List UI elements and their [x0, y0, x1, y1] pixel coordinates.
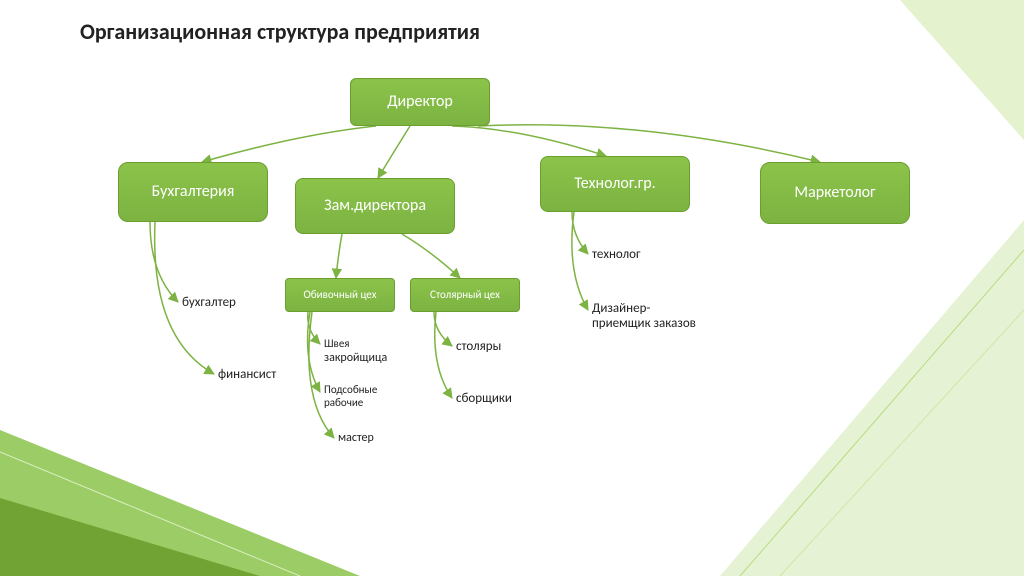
leaf-aux: Подсобные рабочие [324, 384, 377, 409]
org-chart-slide: Организационная структура предприятия Ди… [0, 0, 1024, 576]
node-carpentry: Столярный цех [410, 278, 520, 312]
leaf-seam: Швея [324, 338, 350, 351]
edge [378, 126, 410, 178]
edge [308, 312, 320, 344]
edge [150, 222, 178, 302]
node-marketolog: Маркетолог [760, 162, 910, 224]
leaf-buh: бухгалтер [182, 296, 236, 311]
node-director: Директор [350, 78, 490, 126]
leaf-fin: финансист [218, 368, 276, 383]
leaf-cutter: закройщица [324, 352, 387, 366]
edge [308, 312, 320, 392]
leaf-master: мастер [338, 432, 374, 446]
node-accounting: Бухгалтерия [118, 162, 268, 222]
edge [202, 126, 376, 162]
edge [434, 312, 452, 346]
edge [452, 126, 606, 156]
node-techgroup: Технолог.гр. [540, 156, 690, 212]
node-deputy: Зам.директора [295, 178, 455, 234]
leaf-assemblers: сборщики [456, 392, 512, 407]
edge [309, 312, 334, 438]
edge [336, 234, 342, 278]
slide-title: Организационная структура предприятия [80, 18, 480, 45]
leaf-technolog: технолог [592, 248, 641, 263]
edge [572, 212, 588, 310]
leaf-joiners: столяры [456, 340, 501, 355]
leaf-designer: Дизайнер- приемщик заказов [592, 302, 696, 332]
edge [402, 234, 460, 278]
edge [572, 212, 588, 254]
edge [435, 312, 452, 398]
node-upholstery: Обивочный цех [285, 278, 395, 312]
